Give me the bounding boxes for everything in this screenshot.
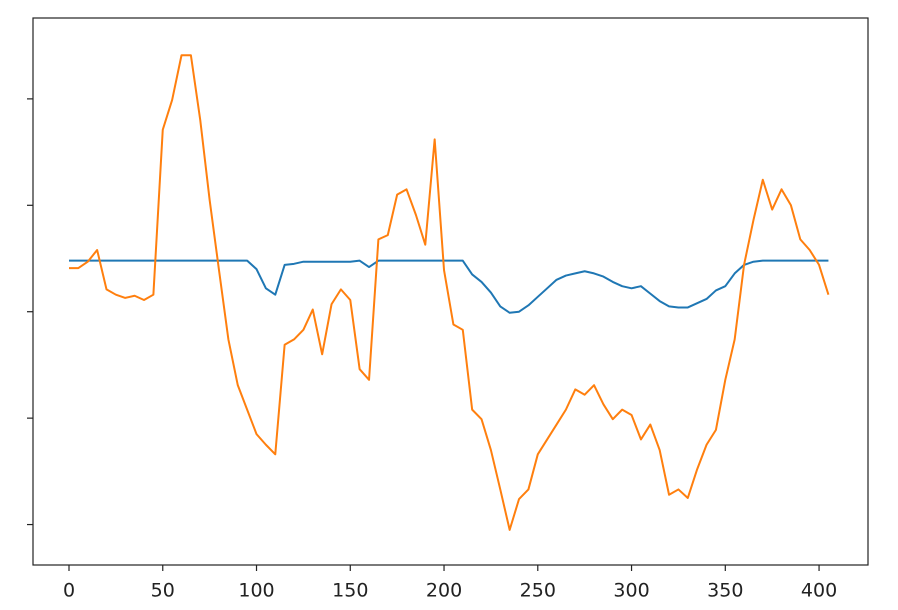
x-tick-label: 50 [151, 580, 175, 602]
line-series [69, 54, 830, 531]
x-tick-label: 250 [520, 580, 556, 602]
line-series [69, 259, 829, 314]
x-tick-label: 400 [801, 580, 837, 602]
x-tick-label: 0 [63, 580, 75, 602]
x-tick-label: 150 [332, 580, 368, 602]
x-tick-label: 350 [707, 580, 743, 602]
x-tick-label: 100 [238, 580, 274, 602]
plot-frame [32, 17, 869, 566]
x-tick-label: 300 [613, 580, 649, 602]
x-tick-label: 200 [426, 580, 462, 602]
